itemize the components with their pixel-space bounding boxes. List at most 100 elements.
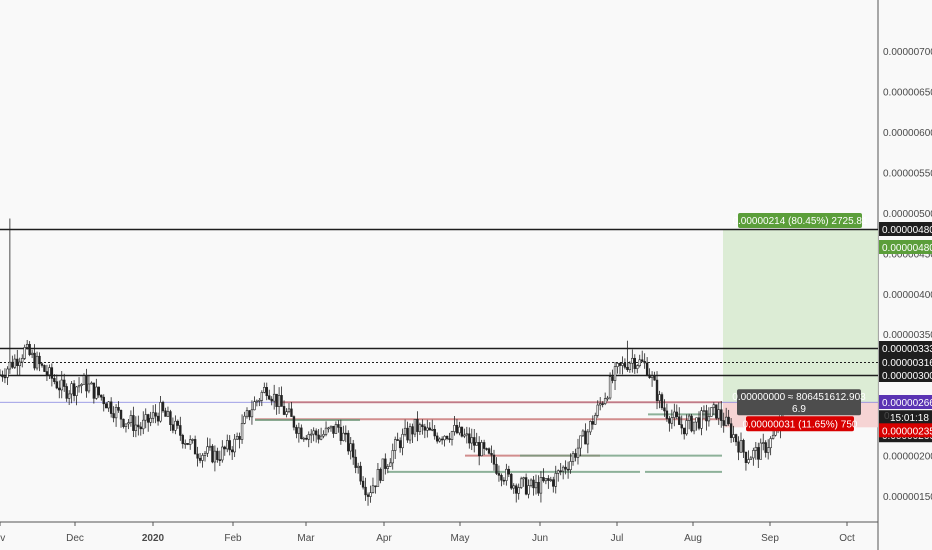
candle-body [248,410,251,418]
countdown-tag: 15:01:18 [890,413,929,424]
candle-body [60,379,63,391]
candle-body [174,420,177,431]
candle-body [381,458,385,481]
candle-body [324,427,328,435]
candle-body [122,418,125,427]
candle-body [576,447,580,458]
candle-body [569,461,572,471]
candle-body [564,466,567,470]
candle-body [470,437,473,444]
target-label-bg [738,213,862,229]
candle-body [586,431,590,445]
candle-body [347,432,350,452]
candle-body [547,478,550,481]
candle-body [369,492,372,497]
candle-body [660,394,664,409]
candle-body [253,401,256,411]
candle-body [623,363,627,368]
candle-body [334,424,338,434]
target-tag: 0.00000480 [882,243,932,254]
candle-body [164,410,167,417]
candle-body [468,433,471,444]
candle-body [502,479,506,482]
candle-body [591,421,595,425]
candle-body [43,365,46,372]
candle-body [685,420,688,435]
candle-body [601,403,604,405]
candle-body [645,362,649,376]
candle-body [109,401,113,414]
candle-body [675,411,678,418]
candle-body [687,415,691,421]
time-tick-label: Mar [297,533,315,544]
price-tick-label: 0.00000200 [883,452,932,463]
candle-body [90,382,93,385]
candle-body [682,427,686,435]
candle-body [418,424,422,432]
candle-body [11,361,14,368]
candle-body [408,426,412,441]
candle-body [433,428,436,437]
candle-body [85,375,88,392]
candle-body [361,480,365,488]
candle-body [176,420,180,426]
candle-body [28,344,31,355]
candle-body [658,394,661,401]
candle-body [270,398,273,402]
candle-body [534,482,538,489]
candle-body [147,414,150,423]
candle-body [621,363,624,366]
candle-body [75,386,78,396]
candle-body [53,378,56,382]
candle-body [268,395,271,400]
candle-body [292,416,296,428]
candle-body [727,416,730,424]
candle-body [191,439,194,441]
candle-body [505,468,508,481]
candle-body [364,486,367,496]
candle-body [700,410,703,429]
candle-body [411,426,414,435]
candle-body [221,446,224,461]
candle-body [581,430,585,437]
price-axis-pane[interactable] [878,0,932,550]
candle-body [463,434,466,437]
level-tag-2-bg [879,368,932,382]
candle-body [342,432,345,441]
candle-body [571,453,575,462]
candle-body [406,427,409,441]
candle-body [638,359,641,366]
candle-body [769,438,772,449]
center-label-line2: 6.9 [792,404,806,415]
candle-body [258,400,261,402]
candle-body [448,438,451,440]
candle-body [401,433,404,449]
candle-body [762,442,765,444]
candle-body [305,437,308,440]
candle-body [428,427,431,431]
stop-label-bg [746,416,854,432]
candle-body [606,397,609,400]
candle-body [742,440,745,453]
candle-body [678,416,681,425]
candle-body [480,442,483,457]
candle-body [354,456,357,468]
candle-body [440,438,444,441]
target-zone[interactable] [723,229,878,403]
candle-body [82,375,86,385]
candle-body [574,453,577,458]
candle-body [33,352,36,369]
time-tick-label: Oct [839,533,855,544]
candle-body [517,487,520,494]
candle-body [557,470,560,474]
candle-body [650,375,654,378]
candle-body [537,482,540,494]
candle-body [352,443,355,458]
candle-body [539,477,543,494]
candle-body [403,427,407,435]
candle-body [594,415,597,425]
countdown-tag-bg [879,410,932,425]
candle-body [690,415,693,432]
candle-body [398,440,402,449]
